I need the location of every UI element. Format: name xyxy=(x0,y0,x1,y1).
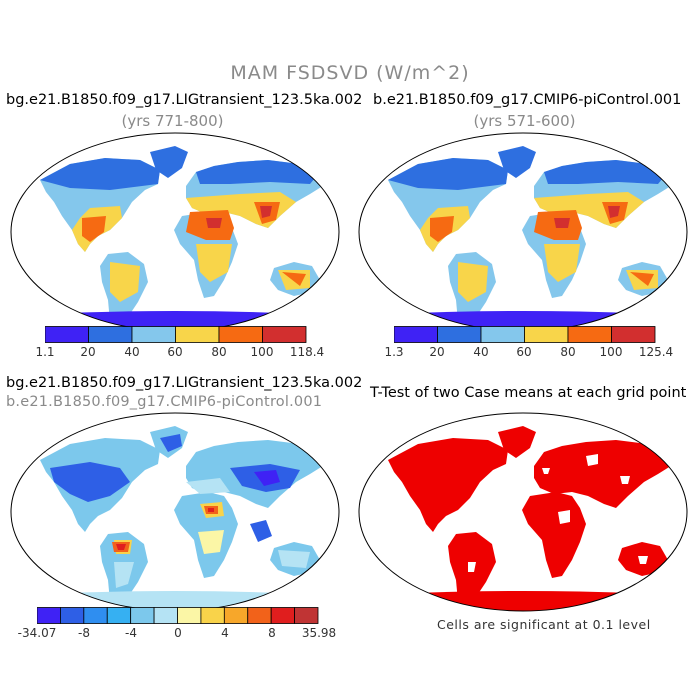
colorbar-difference-swatch-4 xyxy=(130,607,155,624)
colorbar-picontrol-swatch-1 xyxy=(437,326,482,343)
colorbar-picontrol-label-3: 60 xyxy=(516,345,532,359)
colorbar-lig-label-2: 40 xyxy=(124,345,140,359)
colorbar-difference-swatch-10 xyxy=(270,607,295,624)
colorbar-difference-swatch-6 xyxy=(177,607,202,624)
colorbar-picontrol-swatch-5 xyxy=(611,326,656,343)
colorbar-lig-swatch-4 xyxy=(218,326,263,343)
map-fsdsvd-difference xyxy=(10,412,340,612)
colorbar-difference-swatch-1 xyxy=(60,607,85,624)
colorbar-difference-swatch-3 xyxy=(106,607,132,624)
panel-diff-title-line2: b.e21.B1850.f09_g17.CMIP6-piControl.001 xyxy=(6,394,323,410)
colorbar-lig-label-5: 100 xyxy=(250,345,274,359)
map-ttest-significance xyxy=(358,412,688,612)
colorbar-lig-swatch-2 xyxy=(131,326,176,343)
colorbar-lig-swatch-0 xyxy=(45,326,89,343)
colorbar-diff-label-5: 8 xyxy=(268,626,276,640)
colorbar-picontrol-label-6: 125.4 xyxy=(638,345,674,359)
colorbar-diff-label-2: -4 xyxy=(125,626,137,640)
ttest-title: T-Test of two Case means at each grid po… xyxy=(370,385,687,401)
panel-years-picontrol: (yrs 571-600) xyxy=(473,112,576,130)
colorbar-picontrol-swatch-4 xyxy=(567,326,612,343)
colorbar-lig-swatch-3 xyxy=(175,326,220,343)
map-fsdsvd-lig xyxy=(10,132,340,332)
panel-years-lig: (yrs 771-800) xyxy=(121,112,224,130)
colorbar-difference-swatch-5 xyxy=(153,607,178,624)
colorbar-difference-swatch-11 xyxy=(294,607,319,624)
colorbar-lig-label-3: 60 xyxy=(167,345,183,359)
colorbar-diff-label-4: 4 xyxy=(221,626,229,640)
colorbar-picontrol-swatch-0 xyxy=(394,326,438,343)
panel-title-lig: bg.e21.B1850.f09_g17.LIGtransient_123.5k… xyxy=(6,92,363,108)
colorbar-diff-label-6: 35.98 xyxy=(301,626,337,640)
colorbar-difference-swatch-9 xyxy=(247,607,272,624)
colorbar-lig-swatch-1 xyxy=(88,326,133,343)
colorbar-difference-swatch-0 xyxy=(37,607,61,624)
panel-title-picontrol: b.e21.B1850.f09_g17.CMIP6-piControl.001 xyxy=(373,92,682,108)
colorbar-picontrol-label-2: 40 xyxy=(473,345,489,359)
colorbar-difference-swatch-2 xyxy=(83,607,108,624)
colorbar-diff-label-3: 0 xyxy=(174,626,182,640)
colorbar-picontrol xyxy=(394,326,656,343)
panel-diff-title-line1: bg.e21.B1850.f09_g17.LIGtransient_123.5k… xyxy=(6,375,363,391)
colorbar-lig-label-6: 118.4 xyxy=(289,345,325,359)
colorbar-difference xyxy=(37,607,319,624)
colorbar-diff-label-1: -8 xyxy=(78,626,90,640)
colorbar-diff-label-0: -34.07 xyxy=(17,626,57,640)
map-fsdsvd-picontrol xyxy=(358,132,688,332)
colorbar-lig-label-1: 20 xyxy=(80,345,96,359)
figure-title: MAM FSDSVD (W/m^2) xyxy=(230,62,470,84)
colorbar-picontrol-label-1: 20 xyxy=(429,345,445,359)
colorbar-lig-swatch-5 xyxy=(262,326,307,343)
colorbar-lig-label-4: 80 xyxy=(211,345,227,359)
colorbar-lig xyxy=(45,326,307,343)
colorbar-picontrol-label-5: 100 xyxy=(599,345,623,359)
significance-note: Cells are significant at 0.1 level xyxy=(437,617,651,632)
colorbar-difference-swatch-8 xyxy=(223,607,249,624)
colorbar-lig-label-0: 1.1 xyxy=(35,345,55,359)
colorbar-picontrol-swatch-3 xyxy=(524,326,569,343)
colorbar-difference-swatch-7 xyxy=(200,607,225,624)
colorbar-picontrol-label-0: 1.3 xyxy=(384,345,404,359)
colorbar-picontrol-swatch-2 xyxy=(480,326,525,343)
colorbar-picontrol-label-4: 80 xyxy=(560,345,576,359)
